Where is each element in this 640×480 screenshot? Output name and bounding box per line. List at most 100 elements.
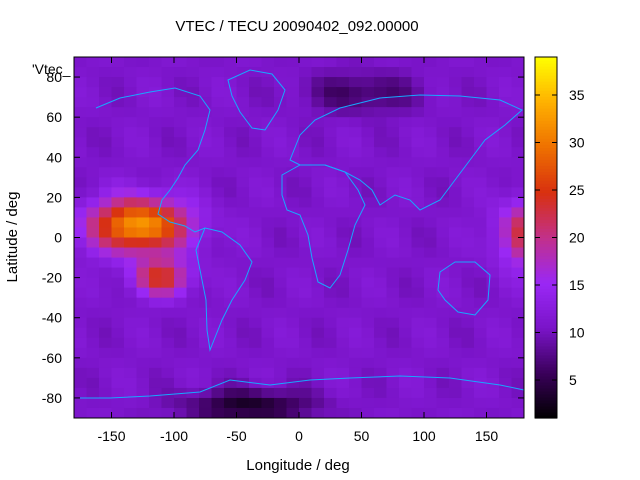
colorbar-swatch [535, 285, 557, 290]
heat-cell [236, 267, 250, 279]
heat-cell [99, 117, 113, 128]
heat-cell [274, 287, 288, 299]
heat-cell [74, 237, 88, 249]
heat-cell [349, 277, 363, 289]
heat-cell [386, 347, 400, 359]
heat-cell [249, 197, 263, 209]
heat-cell [149, 107, 163, 118]
heat-cell [111, 407, 125, 418]
heat-cell [124, 137, 138, 148]
heat-cell [424, 167, 438, 178]
heat-cell [349, 107, 363, 118]
heat-cell [449, 377, 463, 389]
heat-cell [336, 337, 350, 349]
heat-cell [299, 297, 313, 309]
heat-cell [261, 357, 275, 369]
colorbar-swatch [535, 348, 557, 353]
heat-cell [74, 97, 88, 108]
heat-cell [324, 387, 338, 399]
colorbar-swatch [535, 264, 557, 269]
heat-cell [236, 127, 250, 138]
colorbar-swatch [535, 105, 557, 109]
heat-cell [499, 117, 513, 128]
heat-cell [236, 147, 250, 158]
heat-cell [186, 257, 200, 269]
heat-cell [436, 367, 450, 379]
heat-cell [311, 77, 325, 88]
heat-cell [274, 277, 288, 289]
heat-cell [74, 347, 88, 359]
heat-cell [511, 207, 524, 219]
heat-cell [461, 177, 475, 188]
heat-cell [374, 267, 388, 279]
heat-cell [449, 67, 463, 78]
heat-cell [224, 317, 238, 329]
y-tick-label: -80 [42, 390, 62, 406]
heat-cell [211, 177, 225, 188]
heat-cell [149, 227, 163, 239]
heat-cell [286, 137, 300, 148]
colorbar-swatch [535, 411, 557, 416]
heat-cell [136, 127, 150, 138]
heat-cell [511, 67, 524, 78]
heat-cell [286, 387, 300, 399]
heat-cell [349, 127, 363, 138]
heat-cell [374, 57, 388, 68]
heat-cell [161, 67, 175, 78]
heat-cell [399, 187, 413, 198]
heat-cell [86, 337, 100, 349]
heat-cell [174, 127, 188, 138]
heat-cell [486, 407, 500, 418]
heat-cell [274, 307, 288, 319]
heat-cell [236, 97, 250, 108]
heat-cell [199, 407, 213, 418]
heat-cell [436, 157, 450, 168]
heat-cell [224, 187, 238, 198]
heat-cell [486, 297, 500, 309]
colorbar-swatch [535, 345, 557, 350]
heat-cell [149, 147, 163, 158]
heat-cell [149, 327, 163, 339]
heat-cell [261, 97, 275, 108]
heat-cell [499, 317, 513, 329]
colorbar-swatch [535, 267, 557, 272]
heat-cell [411, 237, 425, 249]
heat-cell [486, 307, 500, 319]
heat-cell [186, 167, 200, 178]
heat-cell [211, 187, 225, 198]
heat-cell [436, 187, 450, 198]
heat-cell [499, 77, 513, 88]
heat-cell [136, 107, 150, 118]
heat-cell [99, 237, 113, 249]
heat-cell [399, 77, 413, 88]
heat-cell [449, 147, 463, 158]
heat-cell [399, 177, 413, 188]
heat-cell [236, 297, 250, 309]
heat-cell [99, 347, 113, 359]
y-tick-label: 20 [46, 189, 62, 205]
colorbar-swatch [535, 69, 557, 73]
heat-cell [386, 327, 400, 339]
heat-cell [361, 377, 375, 389]
heat-cell [249, 187, 263, 198]
heat-cell [174, 57, 188, 68]
heat-cell [211, 137, 225, 148]
heat-cell [374, 317, 388, 329]
heat-cell [349, 187, 363, 198]
heat-cell [486, 377, 500, 389]
heat-cell [436, 87, 450, 98]
heat-cell [311, 257, 325, 269]
heat-cell [136, 227, 150, 239]
heat-cell [461, 77, 475, 88]
colorbar-swatch [535, 258, 557, 263]
heat-cell [461, 197, 475, 209]
heat-cell [361, 57, 375, 68]
y-tick-label: -40 [42, 310, 62, 326]
heat-cell [174, 107, 188, 118]
heat-cell [174, 157, 188, 168]
heat-cell [174, 217, 188, 229]
heat-cell [374, 187, 388, 198]
colorbar-tick-label: 20 [569, 230, 585, 246]
heat-cell [311, 297, 325, 309]
